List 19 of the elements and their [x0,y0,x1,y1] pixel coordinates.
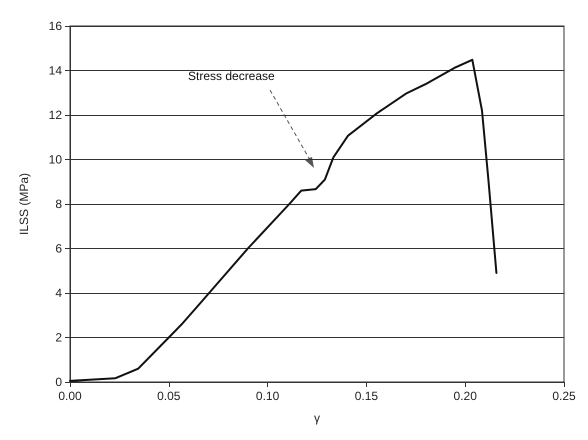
x-tick-label: 0.05 [157,389,181,403]
y-tick-label: 16 [48,19,62,33]
x-tick-label: 0.20 [454,389,478,403]
y-axis-title: ILSS (MPa) [17,172,31,236]
x-axis-title: γ [314,411,320,425]
y-tick-label: 10 [48,152,62,166]
y-tick-label: 14 [48,64,62,78]
annotation: Stress decrease [188,69,276,83]
y-tick-label: 8 [55,197,62,211]
y-tick-label: 6 [55,242,62,256]
y-tick-label: 12 [48,108,62,122]
x-tick-label: 0.00 [58,389,82,403]
x-tick-label: 0.15 [354,389,378,403]
y-tick-label: 0 [55,375,62,389]
y-tick-label: 4 [55,286,62,300]
y-tick-label: 2 [55,330,62,344]
x-tick-label: 0.25 [552,389,576,403]
x-tick-label: 0.10 [256,389,280,403]
line-series [69,58,498,382]
